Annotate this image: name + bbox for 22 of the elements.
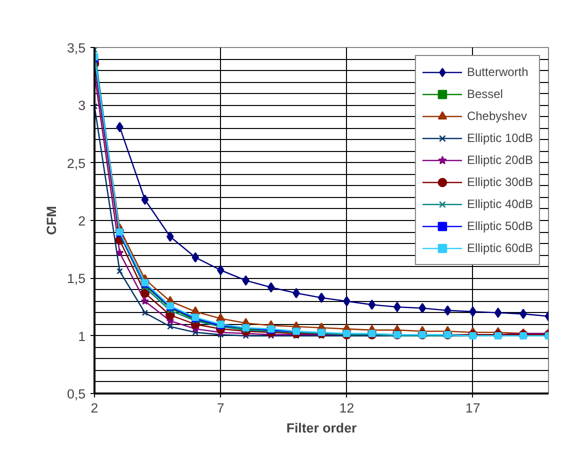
y-tick-label: 1 (78, 328, 86, 344)
y-tick-label: 3 (78, 98, 86, 114)
legend-label: Bessel (466, 87, 503, 101)
x-tick-label: 2 (90, 400, 98, 416)
x-tick-label: 17 (465, 400, 480, 416)
y-tick-label: 0,5 (66, 386, 86, 402)
legend-label: Butterworth (466, 65, 528, 79)
x-tick-label: 12 (339, 400, 354, 416)
legend-label: Elliptic 10dB (466, 131, 533, 145)
legend-label: Elliptic 60dB (466, 241, 533, 255)
legend-label: Elliptic 50dB (466, 219, 533, 233)
legend-label: Chebyshev (466, 109, 527, 123)
x-tick-label: 7 (216, 400, 224, 416)
y-tick-label: 1,5 (66, 271, 86, 286)
y-axis-title: CFM (44, 206, 59, 235)
legend-label: Elliptic 20dB (466, 153, 533, 167)
y-tick-label: 2 (78, 214, 86, 228)
x-axis-title: Filter order (286, 420, 357, 436)
legend-label: Elliptic 40dB (466, 197, 533, 211)
legend-label: Elliptic 30dB (466, 175, 533, 189)
y-tick-label: 3,5 (66, 40, 86, 56)
y-tick-label: 2,5 (66, 156, 86, 171)
